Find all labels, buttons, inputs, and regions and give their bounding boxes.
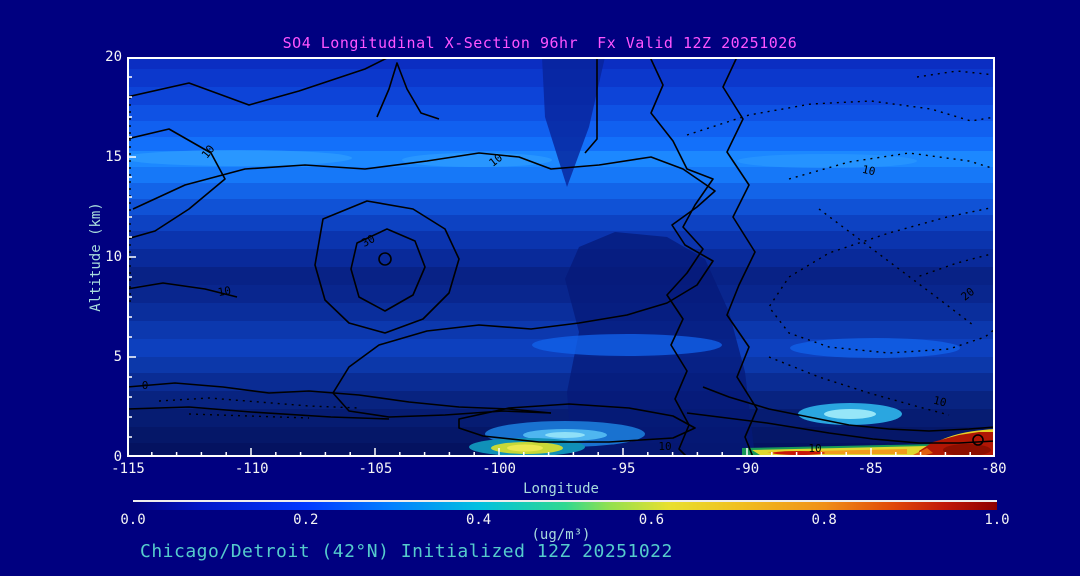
y-tick-label: 20 [105, 49, 122, 65]
contour-label: 10 [487, 151, 505, 169]
plot-area: 10 10 10 30 20 10 0 10 10 10 [127, 57, 995, 457]
y-tick-label: 5 [113, 349, 122, 365]
colorbar-tick-labels: 0.0 0.2 0.4 0.6 0.8 1.0 [113, 512, 1017, 528]
caption: Chicago/Detroit (42°N) Initialized 12Z 2… [140, 541, 673, 562]
colorbar-tick-label: 0.0 [120, 512, 146, 528]
filled-contours [127, 57, 995, 457]
colorbar-tick-label: 0.6 [638, 512, 665, 528]
contour-label: 10 [808, 442, 821, 455]
x-tick-label: -115 [111, 461, 145, 477]
x-tick-label: -95 [610, 461, 636, 477]
contour-label: 10 [861, 163, 877, 178]
contour-label: 10 [932, 394, 948, 410]
colorbar-tick-label: 0.8 [811, 512, 837, 528]
plot-frame [127, 57, 995, 457]
y-axis-tick-labels: 20 15 10 5 0 [88, 49, 122, 465]
y-tick-label: 10 [105, 249, 122, 265]
plot-title: SO4 Longitudinal X-Section 96hr Fx Valid… [282, 34, 798, 52]
y-tick-label: 0 [113, 449, 122, 465]
colorbar-unit-label: (ug/m³) [531, 527, 591, 543]
colorbar [133, 500, 997, 510]
x-tick-label: -100 [482, 461, 516, 477]
contour-labels: 10 10 10 30 20 10 0 10 10 10 [142, 143, 977, 455]
x-tick-label: -110 [234, 461, 269, 477]
contour-label: 10 [658, 440, 671, 453]
contour-lines-dotted [129, 70, 995, 419]
x-axis-tick-labels: -115 -110 -105 -100 -95 -90 -85 -80 [103, 461, 1019, 477]
colorbar-tick-label: 1.0 [984, 512, 1010, 528]
contour-label: 10 [217, 284, 232, 299]
contour-label: 30 [359, 232, 377, 250]
colorbar-tick-label: 0.4 [465, 512, 492, 528]
contour-label: 0 [142, 379, 149, 392]
x-tick-label: -90 [733, 461, 760, 477]
contour-label: 10 [199, 143, 217, 161]
contour-lines-solid [127, 57, 995, 457]
x-tick-label: -105 [358, 461, 393, 477]
y-tick-label: 15 [105, 149, 122, 165]
x-tick-label: -80 [981, 461, 1007, 477]
contour-label: 20 [959, 285, 977, 303]
contour-plot-canvas: 10 10 10 30 20 10 0 10 10 10 [127, 57, 995, 457]
colorbar-tick-label: 0.2 [293, 512, 319, 528]
x-axis-label: Longitude [523, 481, 599, 497]
x-tick-label: -85 [857, 461, 883, 477]
